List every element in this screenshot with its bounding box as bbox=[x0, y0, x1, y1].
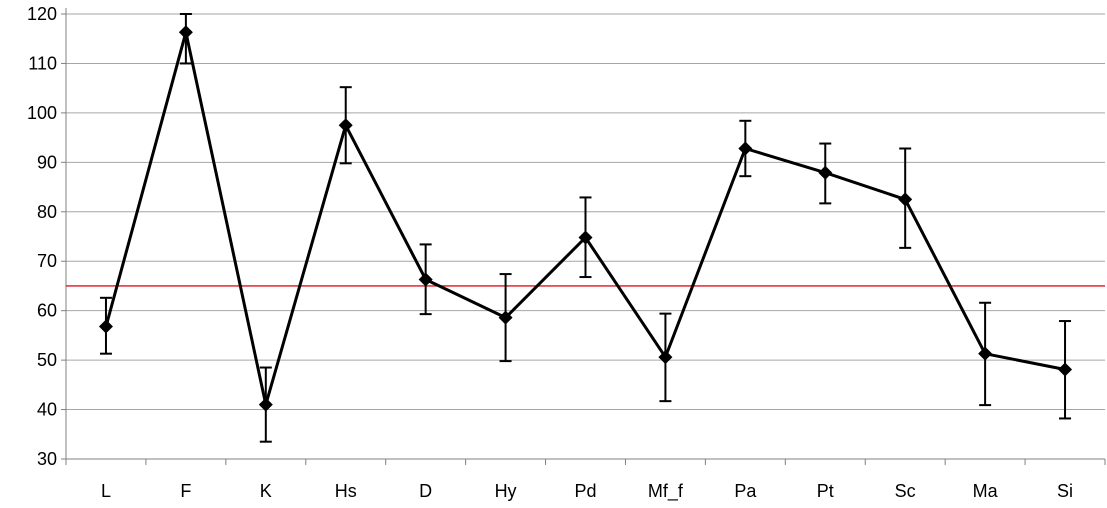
x-tick-label: Ma bbox=[973, 481, 999, 501]
data-point-marker bbox=[978, 346, 993, 361]
data-point-marker bbox=[258, 397, 273, 412]
x-tick-label: Mf_f bbox=[648, 481, 684, 502]
data-point-marker bbox=[98, 319, 113, 334]
y-tick-label: 110 bbox=[28, 53, 57, 73]
x-tick-label: Hs bbox=[335, 481, 357, 501]
y-tick-label: 120 bbox=[27, 4, 57, 24]
data-point-marker bbox=[658, 350, 673, 365]
x-tick-label: K bbox=[260, 481, 272, 501]
data-point-marker bbox=[578, 230, 593, 245]
series bbox=[98, 25, 1073, 412]
x-tick-label: L bbox=[101, 481, 111, 501]
x-tick-label: Sc bbox=[895, 481, 916, 501]
y-tick-label: 80 bbox=[37, 202, 57, 222]
y-tick-label: 30 bbox=[37, 449, 57, 469]
data-point-marker bbox=[1058, 362, 1073, 377]
x-tick-label: Si bbox=[1057, 481, 1073, 501]
data-point-marker bbox=[498, 310, 513, 325]
y-tick-label: 40 bbox=[37, 400, 57, 420]
data-point-marker bbox=[738, 141, 753, 156]
data-point-marker bbox=[818, 165, 833, 180]
x-tick-label: Pd bbox=[574, 481, 596, 501]
y-tick-label: 70 bbox=[37, 251, 57, 271]
x-tick-label: Hy bbox=[495, 481, 517, 501]
tick-labels: 30 40 50 60 70 80 90 100 110 120 L F K Hs D Hy Pd Mf_f Pa P… bbox=[27, 4, 1073, 502]
y-tick-label: 100 bbox=[27, 103, 57, 123]
y-tick-label: 50 bbox=[37, 350, 57, 370]
data-point-marker bbox=[898, 192, 913, 207]
data-point-marker bbox=[178, 25, 193, 40]
axes bbox=[61, 8, 1106, 465]
data-point-marker bbox=[338, 118, 353, 133]
x-tick-label: F bbox=[180, 481, 191, 501]
error-bars bbox=[99, 13, 1072, 443]
data-point-marker bbox=[418, 272, 433, 287]
x-tick-label: D bbox=[419, 481, 432, 501]
x-tick-label: Pt bbox=[817, 481, 834, 501]
x-tick-label: Pa bbox=[734, 481, 757, 501]
y-tick-label: 60 bbox=[37, 301, 57, 321]
y-tick-label: 90 bbox=[37, 152, 57, 172]
